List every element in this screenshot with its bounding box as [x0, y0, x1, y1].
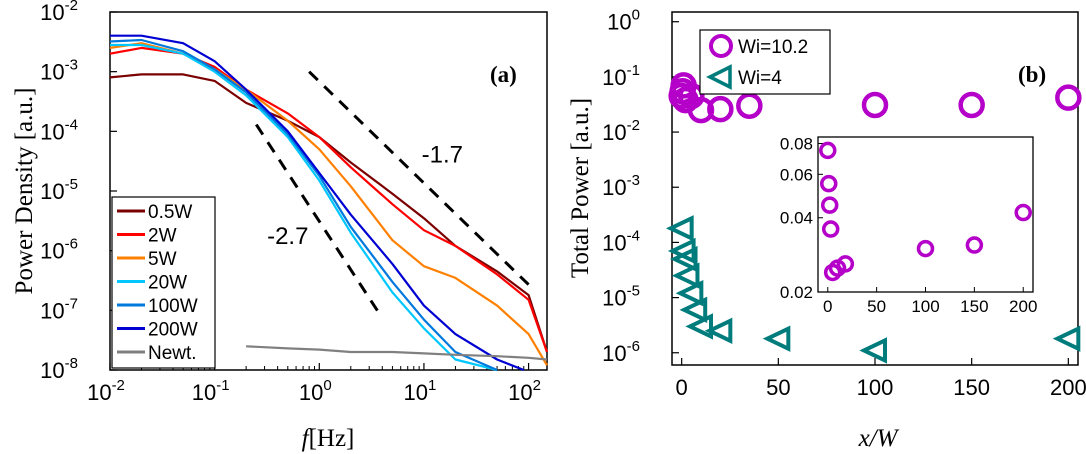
slope-line-1 — [308, 70, 530, 286]
panel-b-y-tick-label: 10-2 — [602, 117, 640, 145]
panel-a-ticks: 10-2 10-1 100 101 102 10-8 10-7 10-6 10-5 10-4 10-… — [40, 0, 541, 405]
panel-b-y-tick-label: 10-3 — [602, 172, 640, 200]
legend-label: 100W — [148, 296, 198, 317]
data-point-wi-10-2 — [736, 92, 763, 119]
data-point-wi-10-2 — [958, 91, 985, 119]
inset-x-tick-label: 50 — [867, 297, 886, 316]
panel-b-x-tick-label: 150 — [953, 375, 990, 400]
data-point-wi-10-2 — [861, 91, 889, 119]
panel-b-series — [666, 72, 1082, 364]
legend-label: 2W — [148, 226, 177, 247]
panel-b-x-tick-label: 50 — [766, 375, 790, 400]
panel-a-y-tick-label: 10-8 — [40, 355, 78, 383]
inset-data-point — [916, 239, 935, 258]
panel-b-label: (b) — [1018, 62, 1046, 87]
data-point-wi-4 — [671, 262, 700, 289]
data-point-wi-4 — [679, 296, 708, 323]
inset-y-tick-label: 0.06 — [780, 165, 813, 184]
legend-label: Wi=4 — [738, 68, 782, 89]
legend-marker-triangle — [706, 64, 732, 90]
inset-data-point — [821, 220, 840, 238]
data-point-wi-4 — [704, 317, 733, 344]
panel-b-x-tick-label: 200 — [1050, 375, 1086, 400]
panel-a-x-tick-label: 101 — [404, 377, 437, 405]
panel-b-y-tick-label: 10-5 — [602, 283, 640, 311]
panel-a-x-tick-label: 10-2 — [87, 377, 125, 405]
data-point-wi-4 — [1052, 325, 1081, 352]
panel-a-x-axis-label: f[Hz] — [302, 425, 355, 452]
data-point-wi-4 — [685, 313, 713, 340]
data-point-wi-10-2 — [687, 96, 715, 124]
data-point-wi-10-2 — [1055, 84, 1082, 111]
inset-y-tick-label: 0.04 — [780, 209, 813, 228]
data-point-wi-4 — [666, 215, 694, 242]
inset-data-point — [1014, 203, 1032, 222]
panel-b-inset: 0 50 100 150 200 0.02 0.04 0.06 0.08 — [780, 134, 1038, 316]
legend-marker-circle — [709, 34, 733, 58]
data-point-wi-4 — [675, 280, 704, 307]
data-point-wi-4 — [859, 337, 887, 364]
series-line-200w — [110, 34, 525, 372]
panel-a-y-tick-label: 10-3 — [40, 57, 78, 85]
panel-b-legend: Wi=10.2 Wi=4 — [699, 29, 831, 95]
inset-x-tick-label: 0 — [823, 297, 832, 316]
slope-annotation-1: -1.7 — [422, 142, 463, 169]
panel-b-y-tick-label: 10-1 — [602, 62, 640, 90]
inset-x-tick-label: 100 — [911, 297, 939, 316]
panel-a-y-tick-label: 10-4 — [40, 116, 78, 144]
panel-a-y-tick-label: 10-6 — [40, 236, 78, 264]
slope-annotation-2: -2.7 — [267, 223, 308, 250]
panel-a-x-tick-label: 100 — [299, 377, 332, 405]
inset-frame — [817, 136, 1034, 293]
inset-data-point — [836, 255, 855, 273]
inset-data-point — [820, 174, 838, 193]
panel-a: 10-2 10-1 100 101 102 10-8 10-7 10-6 10-5 10-4 10-… — [11, 0, 549, 452]
panel-b-x-tick-label: 100 — [857, 375, 894, 400]
legend-label: 200W — [148, 320, 198, 341]
panel-b-y-tick-label: 100 — [607, 7, 640, 35]
inset-y-tick-label: 0.02 — [780, 283, 813, 302]
legend-label: 0.5W — [148, 202, 192, 223]
panel-a-x-tick-label: 10-1 — [192, 377, 230, 405]
inset-data-point — [820, 196, 839, 214]
panel-a-slope-lines: -1.7 -2.7 — [255, 70, 530, 319]
inset-y-tick-label: 0.08 — [780, 134, 813, 153]
data-point-wi-10-2 — [707, 95, 734, 123]
panel-a-y-axis-label: Power Density [a.u.] — [11, 88, 38, 295]
series-line-100w — [109, 38, 498, 372]
data-point-wi-4 — [762, 325, 791, 352]
series-line-newt — [246, 345, 548, 361]
panel-b-y-tick-label: 10-4 — [602, 227, 640, 255]
legend-label: Newt. — [148, 343, 197, 364]
inset-data-point — [965, 236, 984, 254]
panel-a-y-tick-label: 10-7 — [40, 295, 78, 323]
inset-data-point — [819, 141, 837, 160]
inset-x-tick-label: 150 — [960, 297, 988, 316]
legend-label: Wi=10.2 — [738, 37, 808, 58]
slope-line-2 — [255, 123, 384, 319]
series-line-20w — [110, 43, 498, 372]
legend-label: 20W — [148, 273, 187, 294]
panel-a-y-tick-label: 10-2 — [40, 0, 78, 25]
series-line-05w — [109, 73, 549, 353]
panel-b: 0 50 100 150 20010-610-510-410-310-210-1100 … — [567, 7, 1086, 452]
panel-b-x-tick-label: 0 — [676, 375, 688, 400]
panel-a-label: (a) — [490, 62, 517, 87]
panel-b-x-axis-label: x/W — [858, 425, 900, 452]
panel-b-ticks: 0 50 100 150 200 10-6 10-5 10-4 10-3 10-2 10-1 100 — [602, 7, 1086, 400]
panel-b-y-tick-label: 10-6 — [602, 338, 640, 366]
panel-a-y-tick-label: 10-5 — [40, 176, 78, 204]
panel-a-series — [109, 34, 549, 372]
inset-x-tick-label: 200 — [1009, 297, 1037, 316]
data-point-wi-4 — [669, 245, 698, 273]
panel-b-y-axis-label: Total Power [a.u.] — [567, 98, 594, 278]
panel-a-x-tick-label: 102 — [508, 377, 541, 405]
legend-label: 5W — [148, 249, 177, 270]
